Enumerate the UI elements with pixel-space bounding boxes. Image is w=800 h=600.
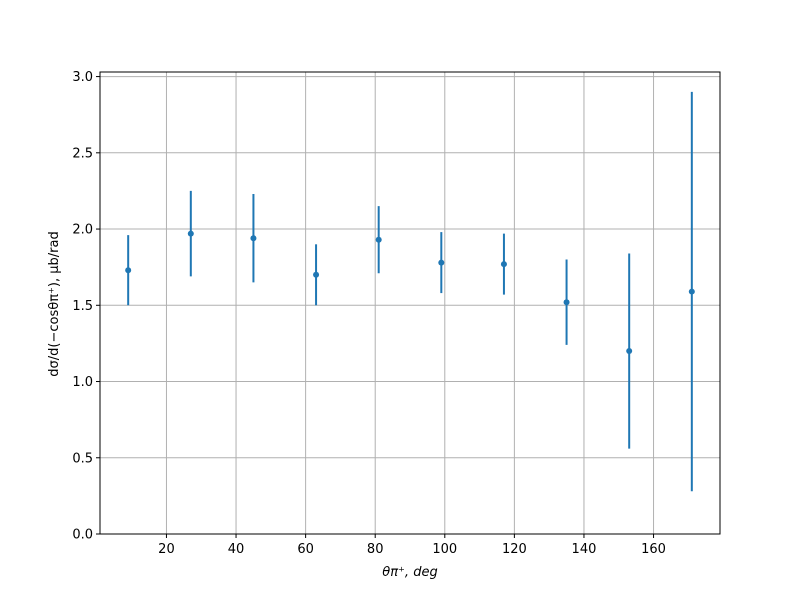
y-tick-label: 0.0	[72, 528, 93, 543]
x-tick-label: 20	[158, 542, 175, 557]
x-axis-label: θπ⁺, deg	[382, 565, 437, 580]
y-tick-label: 2.5	[72, 146, 93, 161]
x-tick-label: 60	[297, 542, 314, 557]
data-point	[626, 348, 633, 355]
x-tick-label: 120	[502, 542, 527, 557]
data-point	[250, 235, 257, 242]
plot-frame	[99, 71, 721, 535]
data-point	[375, 236, 382, 243]
data-point	[313, 271, 320, 278]
y-tick-label: 3.0	[72, 70, 93, 85]
x-tick-label: 140	[572, 542, 597, 557]
x-tick-label: 100	[432, 542, 457, 557]
x-tick-label: 160	[641, 542, 666, 557]
data-point	[438, 259, 445, 266]
x-tick-label: 80	[367, 542, 384, 557]
y-tick-label: 0.5	[72, 451, 93, 466]
data-point	[563, 299, 570, 306]
x-tick-label: 40	[228, 542, 245, 557]
y-tick-label: 1.5	[72, 299, 93, 314]
data-point	[688, 288, 695, 295]
data-point	[500, 261, 507, 268]
data-point	[125, 267, 132, 274]
y-tick-label: 1.0	[72, 375, 93, 390]
y-tick-label: 2.0	[72, 223, 93, 238]
data-point	[187, 230, 194, 237]
y-axis-label: dσ/d(−cosθπ⁺), μb/rad	[47, 231, 62, 376]
